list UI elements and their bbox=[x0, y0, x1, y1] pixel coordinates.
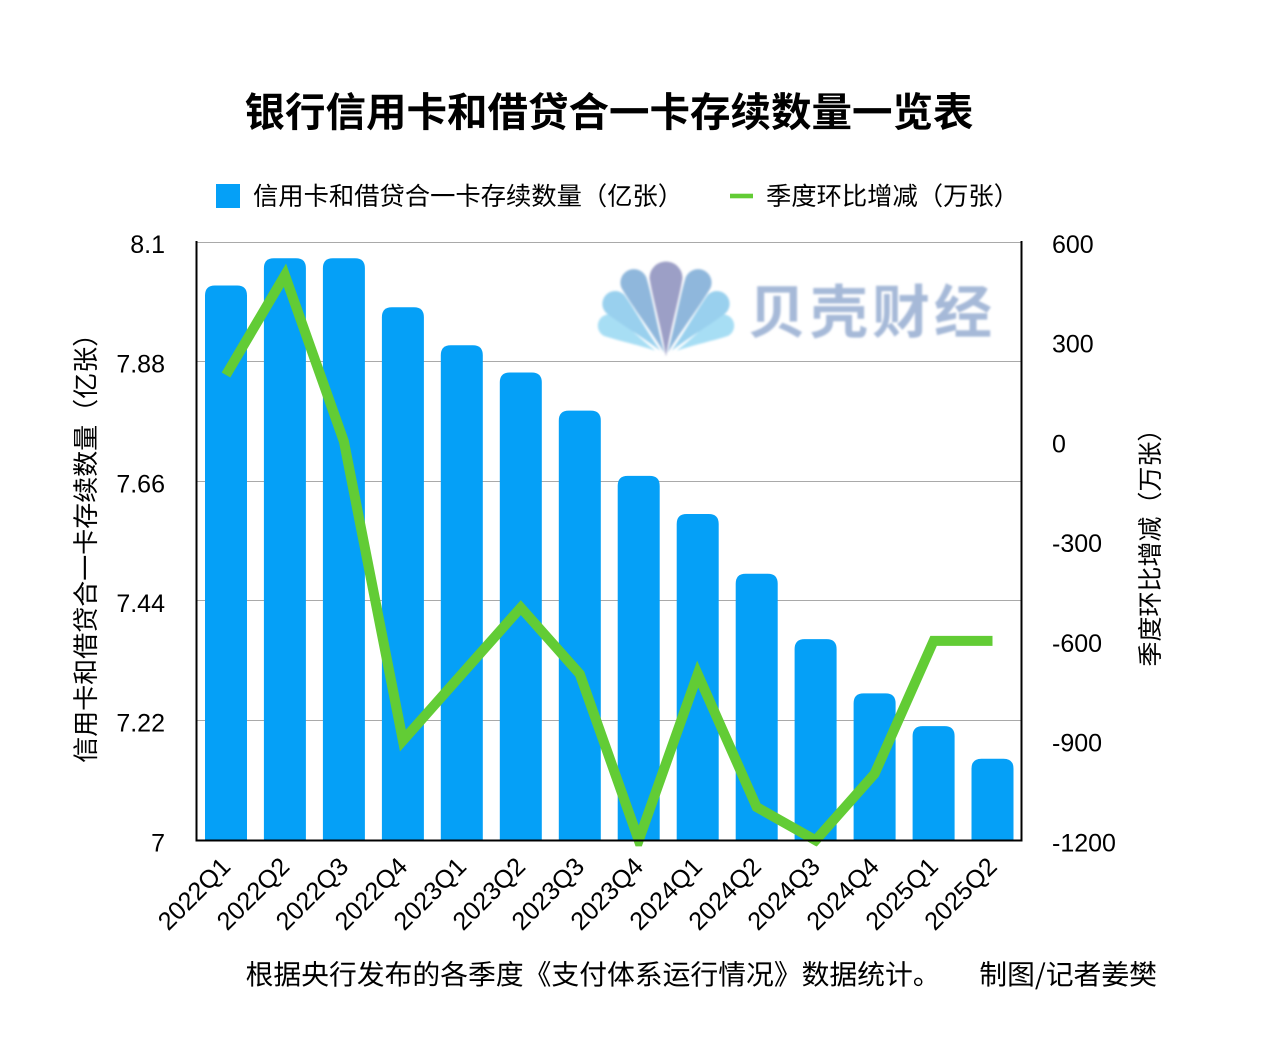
svg-text:300: 300 bbox=[1052, 331, 1094, 359]
svg-text:-1200: -1200 bbox=[1052, 829, 1116, 857]
svg-text:-900: -900 bbox=[1052, 730, 1102, 758]
svg-text:7: 7 bbox=[151, 829, 165, 857]
svg-text:7.88: 7.88 bbox=[116, 351, 165, 379]
svg-text:-600: -600 bbox=[1052, 630, 1102, 658]
svg-text:7.22: 7.22 bbox=[116, 710, 165, 738]
svg-text:7.66: 7.66 bbox=[116, 470, 165, 498]
svg-text:0: 0 bbox=[1052, 430, 1066, 458]
svg-text:7.44: 7.44 bbox=[116, 590, 165, 618]
svg-text:8.1: 8.1 bbox=[130, 231, 165, 259]
svg-text:600: 600 bbox=[1052, 231, 1094, 259]
svg-text:-300: -300 bbox=[1052, 530, 1102, 558]
